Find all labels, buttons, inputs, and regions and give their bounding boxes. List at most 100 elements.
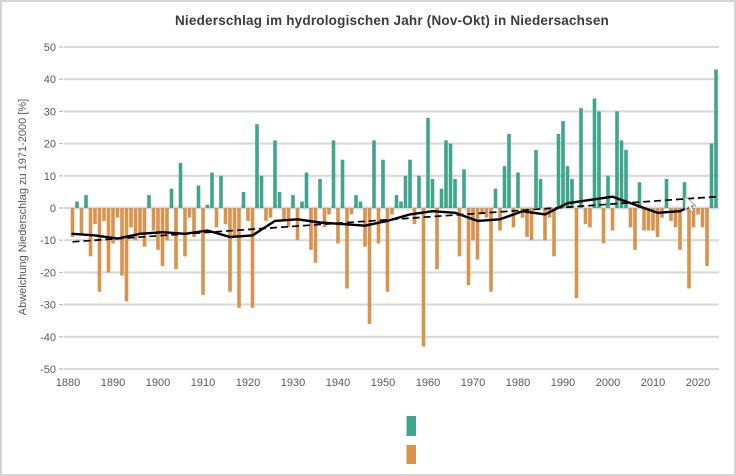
bar-1918 [237, 208, 241, 308]
bar-1970 [471, 208, 475, 241]
bar-1975 [493, 188, 498, 208]
bar-1945 [358, 201, 363, 208]
x-tick-label-1880: 1880 [56, 377, 80, 389]
bar-1934 [309, 208, 313, 250]
bar-1936 [318, 179, 322, 208]
x-tick-label-1950: 1950 [371, 377, 395, 389]
bar-1910 [201, 208, 205, 295]
y-tick-label--40: -40 [40, 332, 56, 344]
bar-1971 [475, 208, 480, 260]
bar-1925 [268, 208, 273, 218]
bar-1907 [187, 208, 192, 218]
bar-1897 [142, 208, 147, 247]
bar-1915 [223, 208, 228, 225]
bar-1997 [592, 98, 597, 208]
bar-1946 [363, 208, 367, 247]
bar-2023 [709, 143, 714, 208]
y-tick-label-40: 40 [44, 74, 56, 86]
bar-1900 [156, 208, 160, 250]
bar-1983 [529, 208, 534, 241]
bar-1908 [192, 208, 196, 237]
bar-1924 [264, 208, 268, 221]
bar-1933 [304, 172, 309, 208]
bar-1982 [525, 208, 529, 237]
bar-1951 [385, 208, 390, 292]
bar-1888 [102, 208, 106, 221]
bar-1942 [345, 208, 349, 289]
bar-1921 [250, 208, 255, 308]
bar-1929 [286, 208, 291, 228]
bar-1896 [138, 208, 142, 234]
bar-1927 [277, 191, 282, 208]
legend-swatch-positive [406, 416, 416, 436]
bar-2022 [705, 208, 709, 266]
bar-1906 [183, 208, 187, 257]
bar-1904 [174, 208, 178, 270]
trend-line [72, 195, 717, 243]
bar-2000 [606, 175, 610, 208]
chart-title: Niederschlag im hydrologischen Jahr (Nov… [174, 13, 609, 28]
bar-1981 [520, 208, 525, 218]
bar-1986 [543, 208, 547, 241]
bar-2017 [682, 182, 687, 208]
bar-2020 [696, 208, 700, 215]
x-tick-label-1910: 1910 [191, 377, 215, 389]
y-tick-label-20: 20 [44, 139, 56, 151]
bar-2007 [637, 182, 642, 208]
bar-1958 [417, 175, 421, 208]
bar-1884 [84, 195, 88, 208]
bar-1962 [435, 208, 439, 270]
bar-1965 [448, 143, 453, 208]
x-tick-label-1900: 1900 [146, 377, 170, 389]
bar-1932 [300, 201, 304, 208]
bar-2010 [651, 208, 655, 231]
bar-1993 [574, 208, 579, 299]
bar-2005 [628, 208, 633, 228]
y-tick-label--50: -50 [40, 364, 56, 376]
x-tick-label-1920: 1920 [236, 377, 260, 389]
bar-1935 [313, 208, 318, 263]
bar-1985 [538, 179, 543, 208]
bar-1990 [561, 121, 565, 208]
bar-2006 [633, 208, 637, 250]
bar-1960 [426, 117, 430, 208]
bar-1886 [93, 208, 97, 225]
bar-1967 [457, 208, 462, 257]
bar-1913 [214, 208, 219, 228]
bar-2018 [687, 208, 691, 289]
bar-1885 [88, 208, 93, 257]
bar-1963 [439, 188, 444, 208]
x-tick-label-1890: 1890 [101, 377, 125, 389]
y-tick-label--30: -30 [40, 300, 56, 312]
y-tick-label-0: 0 [50, 203, 56, 215]
bar-1890 [111, 208, 115, 244]
bar-1903 [169, 188, 174, 208]
bar-1937 [322, 208, 327, 228]
bar-1964 [444, 140, 448, 208]
bar-1966 [453, 179, 457, 208]
bar-1887 [97, 208, 102, 292]
bar-1905 [178, 162, 183, 208]
bar-1901 [160, 208, 165, 266]
bar-1953 [394, 195, 399, 208]
bar-1892 [120, 208, 124, 276]
bar-2003 [619, 140, 624, 208]
bar-1940 [336, 208, 340, 244]
bar-1996 [588, 208, 592, 228]
bar-1916 [228, 208, 232, 292]
x-tick-label-1970: 1970 [461, 377, 485, 389]
bar-1919 [241, 191, 246, 208]
bar-1943 [349, 208, 354, 215]
bar-1992 [570, 179, 574, 208]
bar-1994 [579, 108, 583, 208]
bar-2008 [642, 208, 646, 231]
y-tick-label-50: 50 [44, 42, 56, 54]
bar-2011 [655, 208, 660, 237]
bar-1920 [246, 208, 250, 221]
bar-1969 [466, 208, 471, 286]
bar-1883 [79, 208, 84, 234]
bar-1882 [75, 201, 79, 208]
bar-1944 [354, 195, 358, 208]
bar-1912 [210, 172, 214, 208]
